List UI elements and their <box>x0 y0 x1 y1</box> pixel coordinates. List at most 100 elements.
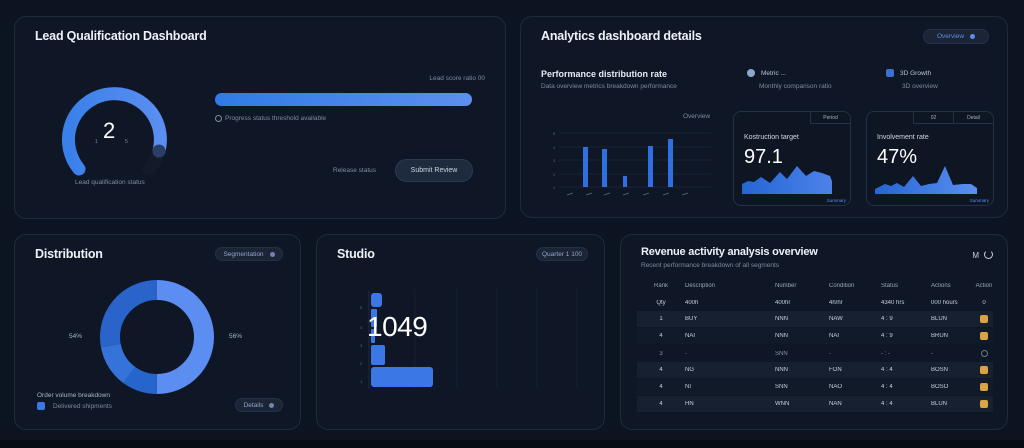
svg-text:2: 2 <box>553 172 556 177</box>
gauge-chart <box>61 87 167 176</box>
actions-cell: BRUN <box>931 333 949 339</box>
condition-cell: - <box>829 350 831 357</box>
status-cell: 4 : 4 <box>881 401 893 407</box>
column-header[interactable]: Rank <box>653 282 668 289</box>
number-cell: SNN <box>775 350 788 357</box>
release-status: Release status <box>333 167 376 174</box>
condition-cell: FON <box>829 367 842 373</box>
table-row[interactable]: 4 NAI NNN NAI 4 : 9 BRUN <box>637 328 993 345</box>
subheader-cell: 000 hours <box>931 299 958 306</box>
actions-cell: - <box>931 350 933 357</box>
number-cell: NNN <box>775 333 788 339</box>
data-table: Rank Description Number Condition Status… <box>637 277 993 413</box>
rank-cell: 3 <box>659 350 663 357</box>
studio-card: Studio Quarter 1 100 5 4 3 2 1 1049 <box>316 234 605 430</box>
submit-review-button[interactable]: Submit Review <box>395 159 473 182</box>
condition-cell: NAN <box>829 401 842 407</box>
bar-chart: 5 4 3 2 1 <box>553 131 711 196</box>
column-header[interactable]: Action <box>975 282 993 289</box>
action-icon[interactable] <box>980 350 988 357</box>
tab-02[interactable]: 02 <box>913 112 953 124</box>
table-row[interactable]: 4 HN WNN NAN 4 : 4 BLUN <box>637 396 993 413</box>
kpi-card-target[interactable]: Period Kostruction target 97.1 Summary <box>733 111 851 206</box>
kpi-card-involvement[interactable]: 02 Detail Involvement rate 47% Summary <box>866 111 994 206</box>
column-header[interactable]: Number <box>775 282 797 289</box>
section-caption: Data overview metrics breakdown performa… <box>541 83 677 90</box>
legend-item: Delivered shipments <box>53 403 112 410</box>
subheader-cell: 0 <box>982 299 986 306</box>
rank-cell: 4 <box>659 384 663 390</box>
subheader-cell: 4340 hrs <box>881 299 905 306</box>
distribution-card: Distribution Segmentation 54% 56% Order … <box>14 234 301 430</box>
progress-fill <box>215 93 472 106</box>
column-header[interactable]: Status <box>881 282 899 289</box>
badge-label: Overview <box>936 33 965 40</box>
progress-label: Lead score ratio 00 <box>429 75 485 82</box>
column-header[interactable]: Actions <box>931 282 951 289</box>
name-cell: - <box>685 350 687 357</box>
card-title: Lead Qualification Dashboard <box>35 29 207 43</box>
kpi-footer[interactable]: Summary <box>969 198 989 203</box>
action-icon[interactable] <box>980 315 988 323</box>
segmentation-badge[interactable]: Segmentation <box>215 247 283 261</box>
svg-text:1: 1 <box>553 185 556 190</box>
bar-chart-label: Overview <box>683 113 711 120</box>
donut-left-label: 54% <box>69 333 83 340</box>
footer-strip <box>0 440 1024 448</box>
table-row[interactable]: 4 NG NNN FON 4 : 4 BOSN <box>637 362 993 379</box>
svg-text:5: 5 <box>360 305 363 310</box>
action-icon[interactable] <box>980 383 988 391</box>
progress-caption-row: Progress status threshold available <box>215 115 326 122</box>
action-icon[interactable] <box>980 400 988 408</box>
gauge-value: 2 <box>103 118 116 143</box>
rank-cell: 1 <box>659 316 663 322</box>
period-tab[interactable]: Period <box>810 112 850 124</box>
name-cell: HN <box>685 401 694 407</box>
rank-cell: 4 <box>659 367 663 373</box>
details-button[interactable]: Details <box>235 398 283 412</box>
legend-title: Order volume breakdown <box>37 392 110 399</box>
actions-cell: BLUN <box>931 316 948 322</box>
condition-cell: NAO <box>829 384 843 390</box>
detail-tab[interactable]: Detail <box>953 112 993 124</box>
refresh-icon[interactable] <box>984 250 993 259</box>
card-title: Studio <box>337 247 375 261</box>
rank-cell: 4 <box>659 333 663 339</box>
globe-icon <box>747 69 755 77</box>
column-header[interactable]: Condition <box>829 282 855 289</box>
card-title: Analytics dashboard details <box>541 29 702 43</box>
svg-text:3: 3 <box>553 158 556 163</box>
quarter-badge[interactable]: Quarter 1 100 <box>536 247 588 261</box>
area-chart <box>875 166 977 194</box>
progress-bar <box>215 93 472 106</box>
donut-right-label: 56% <box>229 333 243 340</box>
number-cell: SNN <box>775 384 788 390</box>
gauge-caption: Lead qualification status <box>75 179 145 186</box>
number-cell: NNN <box>775 367 788 373</box>
kpi-label: Kostruction target <box>744 134 799 141</box>
analytics-card: Analytics dashboard details Overview Per… <box>520 16 1008 218</box>
kpi-footer[interactable]: Summary <box>826 198 846 203</box>
table-row[interactable]: 1 BUY NNN NAW 4 : 9 BLUN <box>637 311 993 328</box>
dot-icon <box>970 34 976 39</box>
status-cell: 4 : 9 <box>881 316 893 322</box>
status-cell: 4 : 4 <box>881 384 893 390</box>
actions-cell: BLUN <box>931 401 948 407</box>
kpi-value: 97.1 <box>744 146 783 168</box>
table-subheader: Qty 400h 400hr 4h/hr 4340 hrs 000 hours … <box>637 294 993 311</box>
table-row[interactable]: 4 NI SNN NAO 4 : 4 BOSO <box>637 379 993 396</box>
action-icon[interactable] <box>980 332 988 340</box>
svg-text:4: 4 <box>360 325 363 330</box>
filter-icon[interactable]: M <box>972 251 979 260</box>
svg-text:3: 3 <box>360 343 363 348</box>
gauge-min: 1 <box>95 139 98 145</box>
column-header[interactable]: Description <box>685 282 716 289</box>
kpi-value: 47% <box>877 146 918 168</box>
table-row[interactable]: 3 - SNN - - : - - <box>637 345 993 362</box>
name-cell: BUY <box>685 316 698 322</box>
action-icon[interactable] <box>980 366 988 374</box>
horizontal-bar-chart: 5 4 3 2 1 <box>360 289 578 389</box>
legend-swatch-icon <box>37 402 45 410</box>
overview-badge[interactable]: Overview <box>923 29 989 44</box>
status-cell: 4 : 9 <box>881 333 893 339</box>
